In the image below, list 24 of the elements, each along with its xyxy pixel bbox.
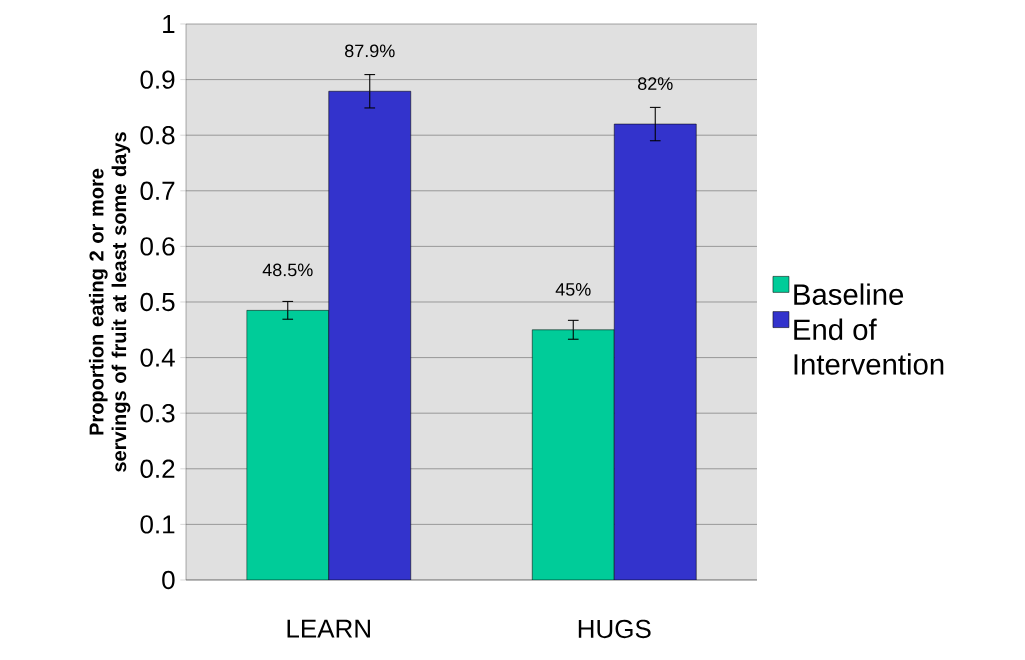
y-tick-label: 0.4 (140, 348, 175, 367)
data-label: 48.5% (262, 263, 313, 277)
legend-label: Baseline (794, 283, 904, 305)
y-axis-title: Proportion eating 2 or more servings of fruit at least some days (88, 132, 131, 472)
bar (531, 329, 615, 580)
y-tick-label: 1 (163, 15, 175, 33)
y-tick-label: 0.3 (140, 403, 175, 423)
y-tick-label: 0.7 (140, 181, 175, 200)
data-label: 45% (555, 283, 591, 296)
bar (246, 310, 330, 580)
y-tick-label: 0.8 (140, 125, 175, 145)
legend-label: End of Intervention (794, 318, 944, 375)
y-tick-label: 0 (162, 570, 175, 590)
y-tick-label: 0.9 (140, 70, 175, 89)
y-tick-label: 0.1 (140, 515, 175, 534)
x-tick-label: HUGS (578, 619, 651, 639)
x-tick-label: LEARN (287, 619, 370, 638)
data-label: 87.9% (345, 44, 395, 58)
data-label: 82% (638, 77, 673, 91)
bar (328, 91, 412, 580)
bar (613, 123, 697, 580)
y-tick-label: 0.2 (140, 459, 175, 478)
y-tick-label: 0.5 (140, 292, 175, 312)
y-tick-label: 0.6 (140, 237, 175, 256)
